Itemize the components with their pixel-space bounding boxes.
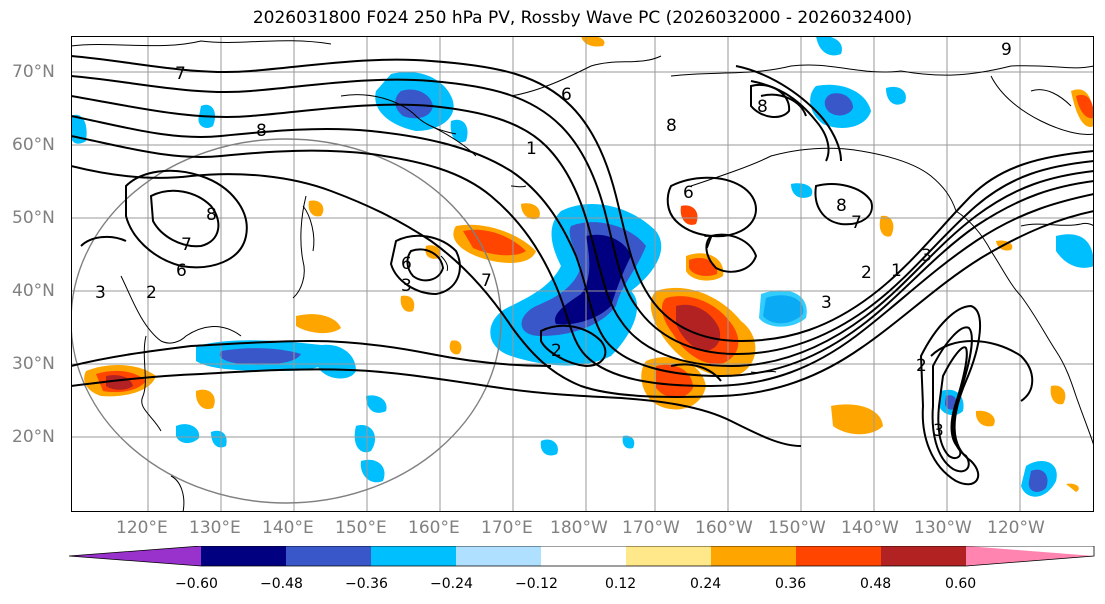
lon-label-120w: 120°W: [987, 518, 1045, 538]
contour-label: 7: [181, 235, 192, 255]
colorbar-under-arrow: [69, 546, 201, 566]
contour-label: 8: [757, 97, 768, 117]
colorbar-swatch: [286, 546, 371, 566]
contour-label: 2: [551, 341, 562, 361]
colorbar: [69, 546, 1095, 567]
lon-label-170w: 170°W: [622, 518, 680, 538]
lat-label-30n: 30°N: [12, 354, 55, 374]
lat-label-70n: 70°N: [12, 62, 55, 82]
colorbar-tick: 0.48: [860, 576, 892, 592]
colorbar-tick: −0.12: [515, 576, 558, 592]
contour-label: 3: [933, 421, 944, 441]
lon-label-140e: 140°E: [262, 518, 314, 538]
lon-label-160e: 160°E: [408, 518, 460, 538]
pv-map: 7 8 6 3 2 8 7 6 3 7 6 2 8 7 1 8 6 3 7 8 …: [71, 36, 1094, 512]
colorbar-swatch: [371, 546, 456, 566]
colorbar-tick: 0.60: [945, 576, 977, 592]
contour-labels: 7 8 6 3 2 8 7 6 3 7 6 2 8 7 1 8 6 3 7 8 …: [95, 40, 1012, 441]
contour-label: 1: [526, 139, 537, 159]
contour-label: 8: [256, 121, 267, 141]
contour-label: 7: [175, 64, 186, 84]
contour-label: 3: [95, 283, 106, 303]
colorbar-swatch: [201, 546, 286, 566]
contour-label: 3: [401, 276, 412, 296]
colorbar-swatch: [881, 546, 966, 566]
contour-label: 6: [561, 85, 572, 105]
contour-label: 3: [921, 246, 932, 266]
contour-label: 8: [206, 205, 217, 225]
contour-label: 9: [1001, 40, 1012, 60]
lon-label-150w: 150°W: [768, 518, 826, 538]
lon-label-130w: 130°W: [914, 518, 972, 538]
colorbar-swatch: [541, 546, 626, 566]
lat-label-40n: 40°N: [12, 281, 55, 301]
contour-label: 2: [916, 356, 927, 376]
lon-label-140w: 140°W: [841, 518, 899, 538]
lat-label-60n: 60°N: [12, 135, 55, 155]
contour-label: 2: [146, 283, 157, 303]
lat-label-50n: 50°N: [12, 208, 55, 228]
colorbar-tick: 0.24: [690, 576, 722, 592]
map-title: 2026031800 F024 250 hPa PV, Rossby Wave …: [252, 8, 913, 28]
colorbar-tick: 0.36: [775, 576, 807, 592]
lon-label-180w: 180°W: [550, 518, 608, 538]
positive-anomaly-shading: [84, 36, 1094, 492]
contour-label: 6: [683, 183, 694, 203]
contour-label: 7: [851, 213, 862, 233]
colorbar-swatch: [456, 546, 541, 566]
contour-label: 3: [821, 293, 832, 313]
contour-label: 6: [176, 261, 187, 281]
contour-label: 6: [401, 254, 412, 274]
pv-contours: [71, 55, 1094, 486]
contour-label: 2: [861, 263, 872, 283]
colorbar-swatch: [626, 546, 711, 566]
colorbar-tick: −0.36: [345, 576, 388, 592]
contour-label: 8: [666, 116, 677, 136]
lon-label-130e: 130°E: [189, 518, 241, 538]
contour-label: 7: [481, 271, 492, 291]
colorbar-tick: 0.12: [605, 576, 637, 592]
colorbar-tick: −0.24: [430, 576, 473, 592]
lat-label-20n: 20°N: [12, 427, 55, 447]
lon-label-160w: 160°W: [695, 518, 753, 538]
lon-label-150e: 150°E: [335, 518, 387, 538]
colorbar-over-arrow: [966, 546, 1094, 566]
lon-label-120e: 120°E: [116, 518, 168, 538]
lon-label-170e: 170°E: [481, 518, 533, 538]
colorbar-tick: −0.48: [260, 576, 303, 592]
contour-label: 1: [891, 261, 902, 281]
reference-circle: [71, 138, 502, 504]
contour-label: 7: [703, 233, 714, 253]
colorbar-swatch: [796, 546, 881, 566]
colorbar-tick: −0.60: [175, 576, 218, 592]
contour-label: 8: [836, 196, 847, 216]
colorbar-swatch: [711, 546, 796, 566]
